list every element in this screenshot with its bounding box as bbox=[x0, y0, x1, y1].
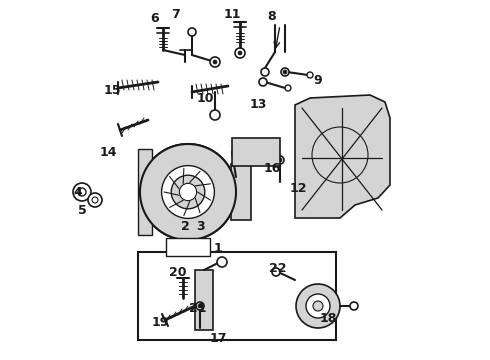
Text: 3: 3 bbox=[196, 220, 204, 233]
Circle shape bbox=[213, 60, 217, 64]
Circle shape bbox=[307, 72, 313, 78]
Text: 10: 10 bbox=[196, 91, 214, 104]
Bar bbox=[231, 164, 251, 220]
Circle shape bbox=[238, 51, 242, 55]
Text: 1: 1 bbox=[214, 242, 222, 255]
Text: 19: 19 bbox=[151, 315, 169, 328]
Text: 12: 12 bbox=[289, 181, 307, 194]
Text: 15: 15 bbox=[103, 84, 121, 96]
Circle shape bbox=[188, 28, 196, 36]
Circle shape bbox=[235, 48, 245, 58]
Circle shape bbox=[171, 175, 205, 209]
Circle shape bbox=[272, 268, 280, 276]
Circle shape bbox=[196, 302, 204, 310]
Text: 13: 13 bbox=[249, 98, 267, 111]
Circle shape bbox=[210, 57, 220, 67]
Text: 14: 14 bbox=[99, 145, 117, 158]
Bar bbox=[166, 238, 210, 256]
Text: 8: 8 bbox=[268, 9, 276, 23]
Text: 2: 2 bbox=[181, 220, 189, 233]
Circle shape bbox=[261, 68, 269, 76]
Bar bbox=[232, 138, 280, 166]
Text: 6: 6 bbox=[151, 12, 159, 24]
Circle shape bbox=[217, 257, 227, 267]
Circle shape bbox=[259, 78, 267, 86]
Circle shape bbox=[285, 85, 291, 91]
Polygon shape bbox=[295, 95, 390, 218]
Text: 16: 16 bbox=[263, 162, 281, 175]
Circle shape bbox=[306, 294, 330, 318]
Text: 21: 21 bbox=[189, 302, 207, 315]
Bar bbox=[138, 252, 336, 340]
Circle shape bbox=[278, 158, 281, 162]
Text: 7: 7 bbox=[171, 8, 179, 21]
Circle shape bbox=[162, 166, 215, 219]
Circle shape bbox=[210, 110, 220, 120]
Circle shape bbox=[78, 188, 86, 196]
Text: 22: 22 bbox=[269, 261, 287, 274]
Circle shape bbox=[281, 68, 289, 76]
Text: 18: 18 bbox=[319, 311, 337, 324]
Text: 11: 11 bbox=[223, 8, 241, 21]
Text: 20: 20 bbox=[169, 266, 187, 279]
Circle shape bbox=[198, 305, 201, 307]
Circle shape bbox=[140, 144, 236, 240]
Circle shape bbox=[140, 144, 236, 240]
Circle shape bbox=[73, 183, 91, 201]
Text: 4: 4 bbox=[74, 185, 82, 198]
Bar bbox=[195, 270, 213, 330]
Circle shape bbox=[88, 193, 102, 207]
Text: 17: 17 bbox=[209, 332, 227, 345]
Bar bbox=[138, 149, 152, 235]
Text: 9: 9 bbox=[314, 73, 322, 86]
Circle shape bbox=[350, 302, 358, 310]
Circle shape bbox=[92, 197, 98, 203]
Circle shape bbox=[179, 183, 196, 201]
Circle shape bbox=[296, 284, 340, 328]
Circle shape bbox=[313, 301, 323, 311]
Circle shape bbox=[276, 156, 284, 164]
Circle shape bbox=[283, 70, 287, 74]
Text: 5: 5 bbox=[77, 203, 86, 216]
